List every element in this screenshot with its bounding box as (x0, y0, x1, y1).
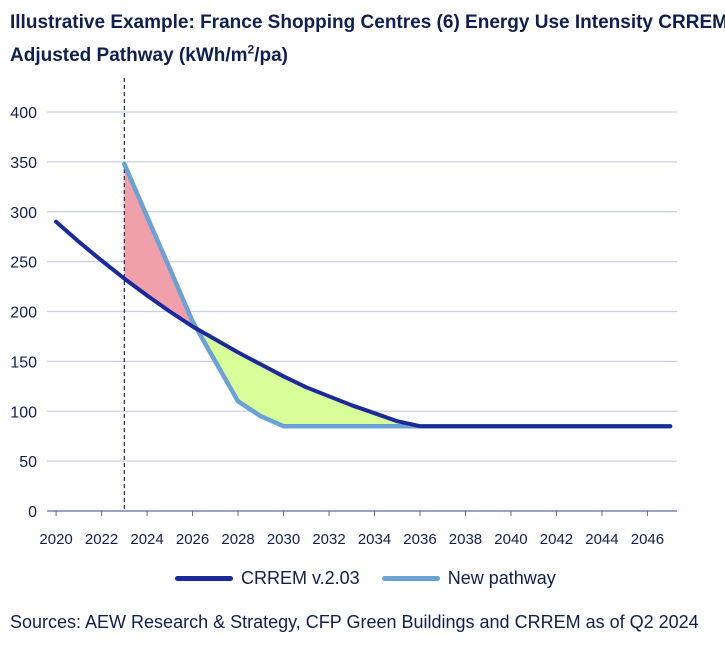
x-tick-label-2036: 2036 (403, 531, 436, 548)
legend-label-new-pathway: New pathway (447, 568, 556, 588)
x-tick-label-2020: 2020 (39, 531, 72, 548)
x-tick-label-2030: 2030 (267, 531, 300, 548)
x-tick-label-2046: 2046 (631, 531, 664, 548)
x-tick-label-2022: 2022 (85, 531, 118, 548)
y-tick-label-200: 200 (10, 305, 37, 322)
y-tick-label-350: 350 (10, 155, 37, 172)
x-tick-label-2024: 2024 (130, 531, 163, 548)
y-tick-label-250: 250 (10, 255, 37, 272)
y-tick-label-150: 150 (10, 354, 37, 371)
legend-swatch-crrem (175, 576, 233, 581)
x-tick-label-2034: 2034 (358, 531, 391, 548)
chart-title-line-2: Adjusted Pathway (kWh/m2/pa) (10, 39, 710, 72)
chart-title: Illustrative Example: France Shopping Ce… (10, 6, 725, 72)
x-tick-label-2026: 2026 (176, 531, 209, 548)
chart-title-line-1: Illustrative Example: France Shopping Ce… (10, 12, 725, 33)
y-tick-label-400: 400 (10, 105, 37, 122)
source-note: Sources: AEW Research & Strategy, CFP Gr… (10, 612, 699, 632)
series-line-new-pathway (122, 161, 673, 429)
saving-area (196, 328, 420, 427)
legend-label-crrem: CRREM v.2.03 (241, 568, 360, 588)
legend-item-crrem: CRREM v.2.03 (175, 568, 360, 589)
legend-item-new-pathway: New pathway (381, 568, 556, 589)
x-tick-label-2028: 2028 (221, 531, 254, 548)
chart-title-line-2-suffix: /pa) (254, 45, 288, 66)
x-tick-label-2038: 2038 (449, 531, 482, 548)
y-tick-label-100: 100 (10, 404, 37, 421)
x-tick-label-2044: 2044 (585, 531, 618, 548)
y-tick-label-0: 0 (28, 504, 37, 521)
chart-legend: CRREM v.2.03 New pathway (175, 568, 556, 589)
chart-title-line-2-prefix: Adjusted Pathway (kWh/m (10, 45, 248, 66)
series-line-crrem (54, 219, 673, 429)
x-tick-label-2042: 2042 (540, 531, 573, 548)
x-tick-label-2040: 2040 (494, 531, 527, 548)
x-tick-label-2032: 2032 (312, 531, 345, 548)
excess-emissions-area (124, 163, 197, 329)
chart-title-superscript: 2 (247, 42, 255, 57)
y-tick-label-50: 50 (19, 454, 37, 471)
legend-swatch-new-pathway (381, 576, 440, 581)
y-tick-label-300: 300 (10, 205, 37, 222)
